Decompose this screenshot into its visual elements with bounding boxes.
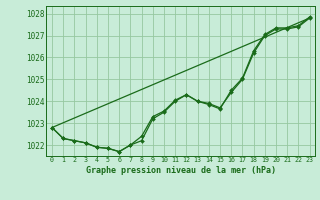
X-axis label: Graphe pression niveau de la mer (hPa): Graphe pression niveau de la mer (hPa) bbox=[86, 166, 276, 175]
